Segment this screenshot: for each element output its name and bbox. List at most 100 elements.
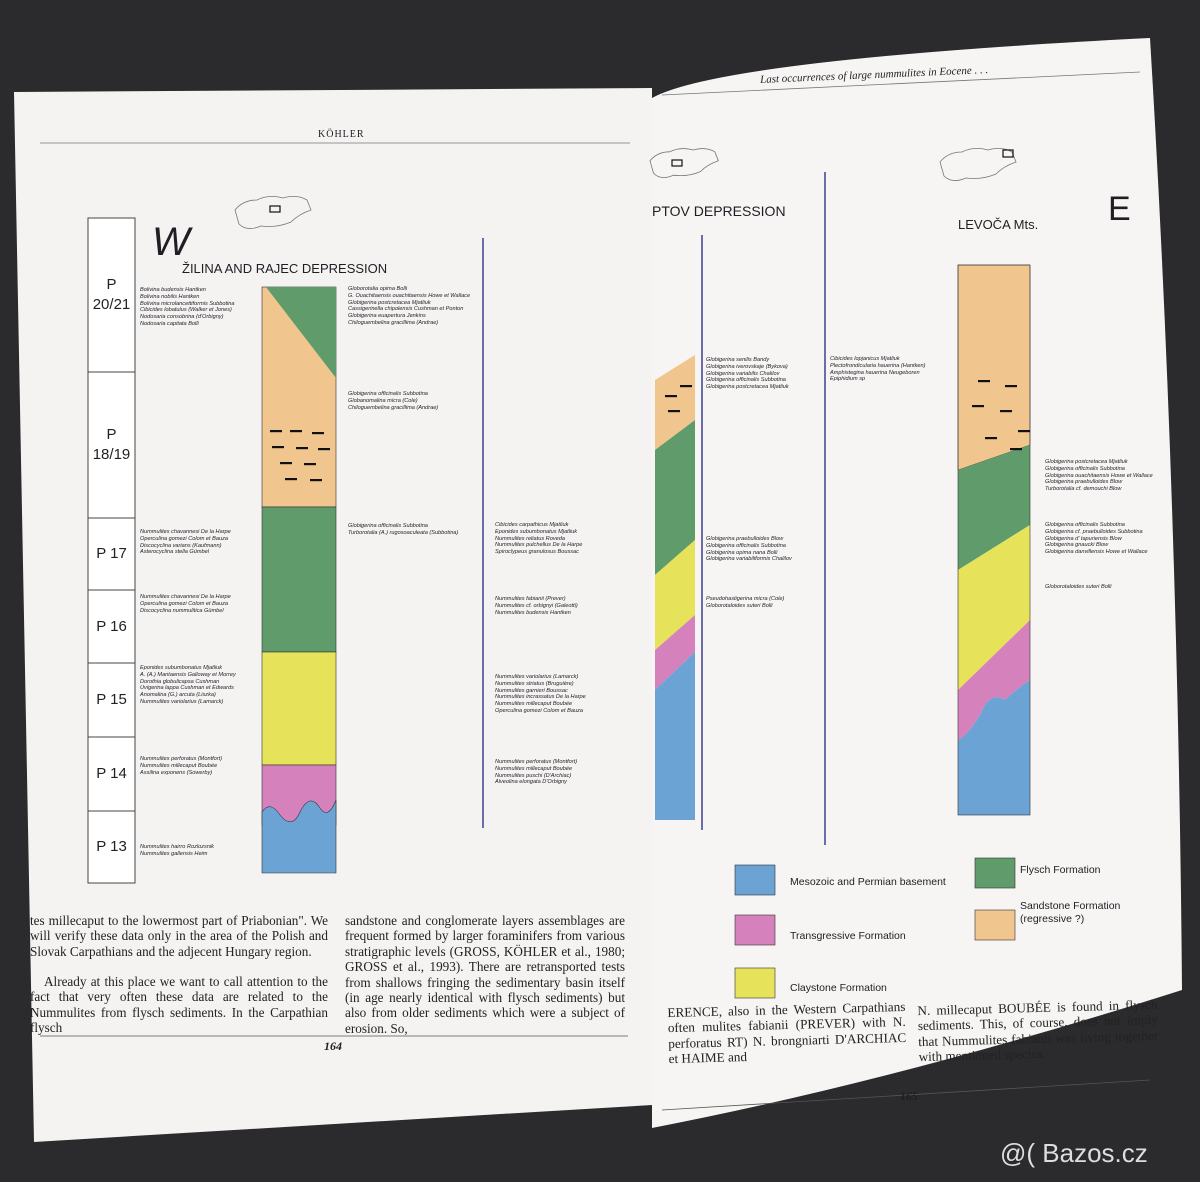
species-name: Globanomalina micra (Cole) (348, 397, 418, 404)
legend-label: Sandstone Formation (regressive ?) (1020, 900, 1121, 925)
species-name: Alveolina elongata D'Orbigny (495, 779, 567, 786)
legend-swatch (734, 914, 776, 946)
claystone-layer (261, 651, 337, 766)
species-name: Uvigerina lappa Cushman et Edwards (140, 685, 234, 692)
transgressive-layer (655, 615, 695, 690)
species-name: Globigerina officinalis Subbotina (348, 391, 428, 397)
species-name: Globigerina praebulloides Blow (706, 536, 784, 542)
body-paragraph: Already at this place we want to call at… (30, 974, 328, 1036)
body-paragraph: tes millecaput to the lowermost part of … (30, 913, 328, 959)
legend-label: Flysch Formation (1020, 864, 1101, 876)
species-name: Nummulites cf. orbignyi (Galeotti) (495, 602, 578, 609)
species-name: Asterocyclina stella Gümbel (140, 549, 210, 556)
species-name: Nummulites gallensis Heim (140, 850, 208, 857)
dash (272, 446, 284, 449)
map-outline (649, 148, 719, 178)
species-name: G. Ouachitaensis ouachitaensis Howe et W… (348, 292, 471, 299)
zone-label: P 18/19 (92, 426, 131, 463)
legend-swatch (974, 857, 1016, 889)
dash (1005, 385, 1017, 388)
legend-swatch (974, 909, 1016, 941)
sandstone-layer (655, 355, 695, 450)
species-name: Nummulites chavannesi De la Harpe (140, 594, 231, 600)
dash (680, 385, 692, 388)
dash (312, 432, 324, 435)
map-marker (1002, 149, 1014, 158)
dash (280, 462, 292, 465)
species-name: Globigerina iverovskaje (Bykova) (706, 363, 788, 370)
species-name: Chiloguembelina gracillima (Andrae) (348, 320, 439, 326)
species-name: Anomalina (G.) arcuta (Liszka) (140, 692, 216, 699)
dash (1000, 410, 1012, 413)
species-name: Chiloguembelina gracillima (Andrae) (348, 404, 439, 411)
map-outline (234, 196, 312, 229)
page-number: 165 (900, 1089, 918, 1103)
species-name: Globigerina opima nana Bolli (706, 549, 778, 556)
diagram-title: LEVOČA Mts. (958, 217, 1039, 232)
transgressive-layer (958, 620, 1030, 740)
species-name: Cibicides carpathicus Mjatliuk (495, 522, 569, 528)
species-name: Globigerina senilis Bandy (706, 357, 770, 363)
species-name: Operculina gomezi Colom et Bauza (140, 535, 228, 542)
legend-swatch (734, 967, 776, 999)
legend-label: Transgressive Formation (790, 930, 906, 942)
species-name: Globigerina variabilis Chalilov (706, 370, 780, 377)
species-name: Bolivina budensis Hantken (140, 287, 206, 293)
column-outline (957, 264, 1031, 816)
zone-label: P 17 (96, 545, 127, 562)
dash (668, 410, 680, 413)
species-name: Bolivina microlancettiformis Subbotina (140, 300, 235, 307)
species-name: Epiphidium sp (830, 376, 866, 383)
species-name: Spiroclypeus granulosus Boussac (495, 549, 579, 556)
species-name: Pseudohastigerina micra (Cole) (706, 596, 785, 602)
basement-layer (655, 652, 695, 820)
map-outline (939, 148, 1017, 181)
zone-label: P 16 (96, 617, 127, 635)
species-name: Nummulites hairro Rozlozsnik (140, 844, 214, 850)
zone-label: P 20/21 (92, 276, 131, 313)
species-name: Eponides subumbonatus Mjatliuk (140, 665, 223, 671)
species-name: Globorotaloides suteri Bolli (706, 602, 773, 609)
direction-label: E (1108, 190, 1131, 228)
basement-layer (958, 680, 1030, 815)
dash (1010, 448, 1022, 451)
species-name: Globigerina officinalis Subbotina (1045, 465, 1125, 472)
dash (318, 448, 330, 451)
species-name: Globigerina ouachitaensis Howe et Wallac… (1045, 472, 1153, 479)
species-name: Nodosaria consobrina (d'Orbigny) (140, 314, 224, 321)
zone-label: P 14 (96, 765, 127, 782)
flysch-layer (655, 420, 695, 575)
diagram-title: PTOV DEPRESSION (652, 203, 786, 219)
species-name: Discocyclina varians (Kaufmann) (140, 542, 222, 549)
species-name: Operculina gomezi Colom et Bauza (140, 600, 228, 607)
map-marker (269, 205, 281, 213)
species-name: Nummulites variolarius (Lamarck) (495, 674, 579, 680)
body-paragraph: N. millecaput BOUBÉE is found in flysch … (917, 996, 1159, 1065)
claystone-layer (655, 540, 695, 650)
flysch-layer (266, 287, 336, 378)
header-rule (661, 71, 1141, 96)
species-name: Operculina gomezi Colom et Bauza (495, 708, 583, 714)
species-name: Globigerina euapertura Jenkins (348, 313, 426, 320)
species-name: Nummulites millecaput Boubée (495, 701, 573, 708)
sandstone-layer (957, 264, 1031, 471)
species-name: Dorothia globulicapsa Cushman (140, 678, 220, 685)
zone-label: P 15 (96, 691, 127, 708)
species-name: Nummulites garnieri Boussac (495, 687, 568, 694)
species-name: Amphistegina hauerina Neugeboren (830, 369, 920, 376)
dash (972, 405, 984, 408)
species-name: Globigerina d' tapuriensis Blow (1045, 535, 1122, 542)
species-name: Bolivina nobilis Hantken (140, 293, 200, 300)
species-name: Nummulites perforatus (Montfort) (140, 756, 223, 762)
species-name: Nummulites striatus (Bruguière) (495, 680, 574, 687)
footer-rule (661, 1079, 1151, 1111)
species-name: Globigerina cf. praebulloides Subbotina (1045, 528, 1143, 535)
species-name: Turborotalia cf. demouchi Blow (1045, 486, 1122, 493)
species-name: Turborotalia (A.) rugosoaculeata (Subbot… (348, 529, 459, 536)
species-name: Cibicides lopjanicus Mjatliuk (830, 356, 900, 362)
claystone-layer (958, 525, 1030, 690)
species-name: Nummulites incrassatus De la Harpe (495, 694, 586, 701)
